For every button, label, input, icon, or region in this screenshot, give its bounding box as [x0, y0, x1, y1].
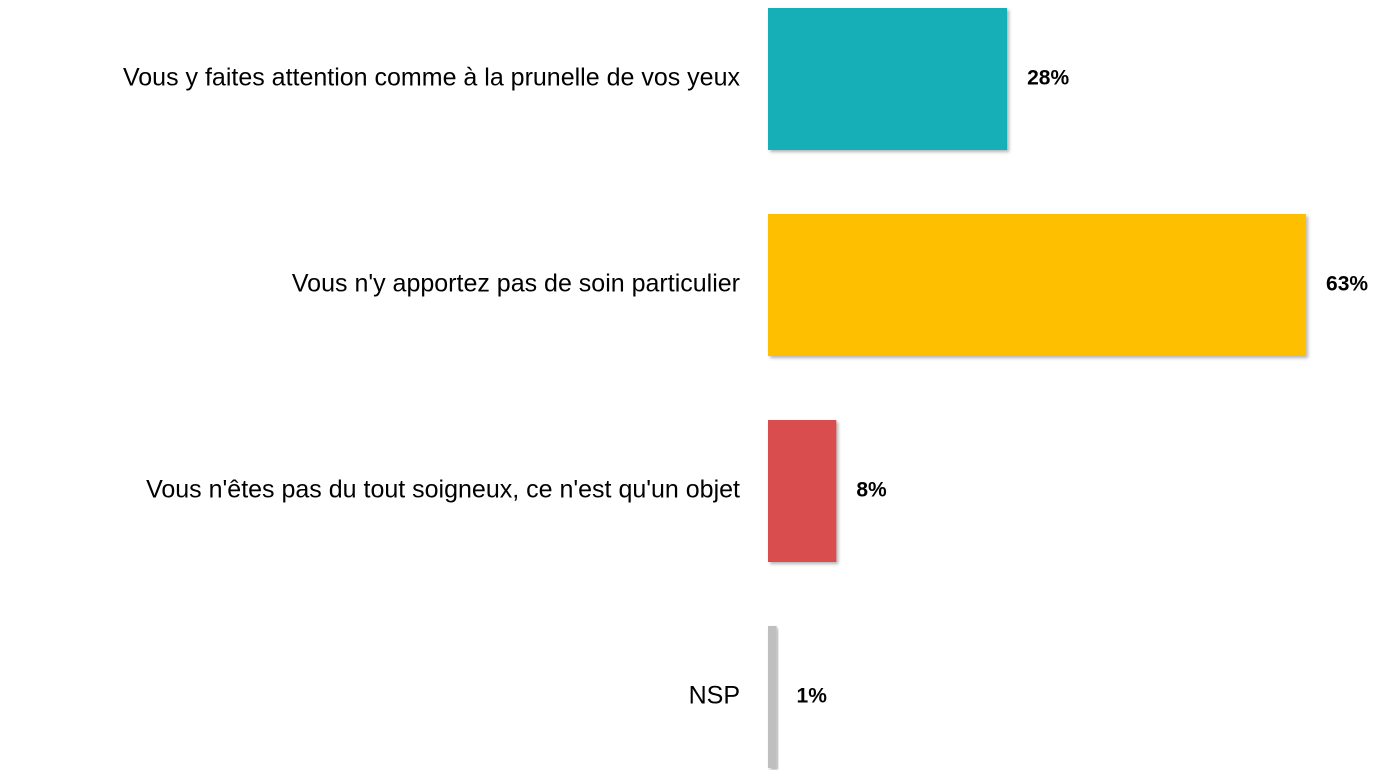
value-label: 63% — [1326, 273, 1368, 296]
bar — [768, 214, 1307, 356]
category-label: Vous n'y apportez pas de soin particulie… — [292, 270, 740, 298]
value-label: 28% — [1027, 67, 1069, 90]
bar — [768, 626, 777, 768]
category-label: Vous n'êtes pas du tout soigneux, ce n'e… — [146, 476, 740, 504]
value-label: 8% — [856, 479, 887, 502]
value-label: 1% — [797, 685, 828, 708]
category-label: NSP — [689, 682, 740, 710]
bar — [768, 8, 1008, 150]
category-label: Vous y faites attention comme à la prune… — [123, 64, 741, 92]
bar — [768, 420, 837, 562]
